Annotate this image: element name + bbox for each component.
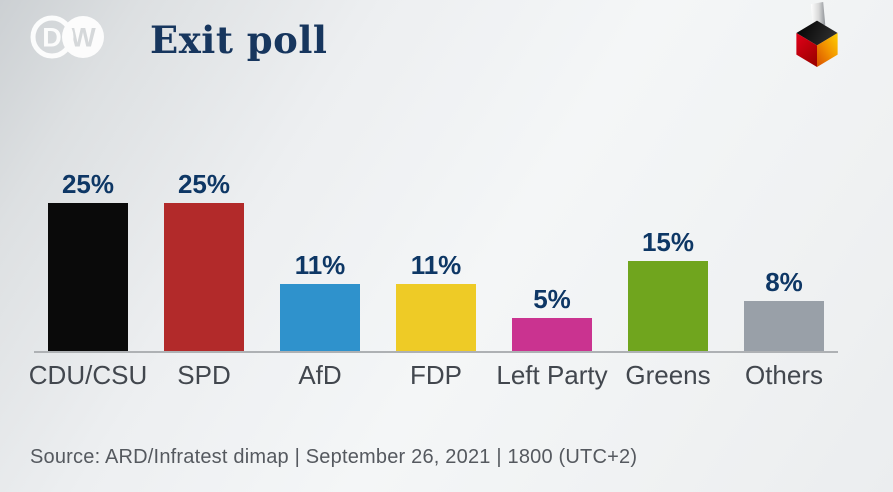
- ballot-slip: [810, 2, 826, 28]
- bar-value-label: 8%: [765, 267, 803, 297]
- dw-logo-right-circle: [62, 16, 104, 58]
- bar-value-label: 25%: [177, 169, 231, 199]
- bar-category-label: CDU/CSU: [28, 360, 148, 390]
- dw-logo-icon: W D: [30, 15, 104, 59]
- dw-logo-left-circle: [30, 15, 74, 59]
- source-line: Source: ARD/Infratest dimap | September …: [30, 446, 638, 468]
- dw-logo-letter-w: W: [70, 23, 96, 53]
- dw-logo-letter-d: D: [42, 23, 62, 53]
- bar-category-label: AfD: [298, 360, 342, 390]
- bar-category-label: Left Party: [496, 360, 608, 390]
- bar-chart-columns: 25% CDU/CSU 25% SPD 11% AfD 11% FDP 5% Left Party…: [29, 0, 824, 388]
- bar-column: 11% FDP: [396, 250, 476, 388]
- bar-category-label: SPD: [177, 360, 231, 390]
- bar-value-label: 25%: [61, 169, 115, 199]
- bar-afd: [280, 284, 360, 351]
- bar-column: 11% AfD: [280, 250, 360, 388]
- bar-column: 25% SPD: [164, 169, 244, 388]
- page-title: Exit poll: [150, 18, 328, 62]
- ballot-box-icon: [796, 2, 838, 67]
- bar-column: 5% Left Party: [496, 284, 607, 388]
- ballot-box-left-face: [796, 32, 817, 67]
- bar-column: 8% Others: [744, 267, 824, 388]
- bar-value-label: 11%: [294, 250, 346, 280]
- bar-fdp: [396, 284, 476, 351]
- bar-column: 25% CDU/CSU: [29, 169, 147, 388]
- bar-spd: [164, 203, 244, 351]
- bar-category-label: Greens: [625, 360, 711, 390]
- bar-greens: [628, 261, 708, 351]
- ballot-box-right-face: [817, 32, 838, 67]
- x-axis-line: [34, 351, 838, 353]
- bar-category-label: FDP: [410, 360, 462, 390]
- bar-value-label: 5%: [533, 284, 571, 314]
- bar-column: 15% Greens: [625, 227, 710, 388]
- bar-left-party: [512, 318, 592, 351]
- bar-others: [744, 301, 824, 351]
- bar-value-label: 15%: [641, 227, 695, 257]
- bar-cdu-csu: [48, 203, 128, 351]
- bar-category-label: Others: [744, 360, 824, 390]
- bar-value-label: 11%: [410, 250, 462, 280]
